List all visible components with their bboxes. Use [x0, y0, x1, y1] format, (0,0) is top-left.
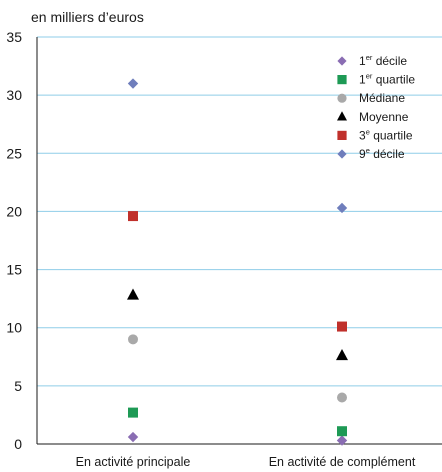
- data-point: [128, 334, 138, 345]
- data-point: [336, 202, 348, 214]
- y-tick-labels: 0 5 10 15 20 25 30 35: [6, 29, 22, 452]
- legend-entry: Médiane: [359, 91, 405, 105]
- data-point: [128, 407, 138, 418]
- legend: 1er décile 1er quartile Médiane Moyenne 3e q…: [337, 53, 415, 161]
- legend-entry: Moyenne: [359, 110, 409, 124]
- data-point: [127, 431, 139, 443]
- data-point: [337, 392, 347, 403]
- legend-marker: [337, 111, 347, 121]
- gridlines: [37, 36, 442, 387]
- x-category-label: En activité de complément: [269, 455, 416, 469]
- y-tick-label: 35: [6, 29, 22, 45]
- data-point: [127, 288, 139, 300]
- y-tick-label: 10: [6, 320, 22, 336]
- y-tick-label: 15: [6, 262, 22, 278]
- legend-marker: [337, 93, 347, 103]
- y-tick-label: 5: [14, 378, 22, 394]
- y-tick-label: 25: [6, 145, 22, 161]
- legend-marker: [337, 130, 347, 140]
- x-category-label: En activité principale: [76, 455, 191, 469]
- data-point: [128, 211, 138, 222]
- y-tick-label: 30: [6, 87, 22, 103]
- y-tick-label: 0: [14, 436, 22, 452]
- legend-marker: [337, 75, 347, 85]
- legend-marker: [337, 56, 347, 66]
- y-tick-label: 20: [6, 203, 22, 219]
- data-point: [337, 321, 347, 332]
- legend-entry: 1er décile: [359, 53, 407, 68]
- data-point: [336, 349, 348, 361]
- legend-marker: [337, 149, 347, 159]
- data-point: [337, 426, 347, 437]
- data-point: [336, 435, 348, 446]
- legend-entry: 3e quartile: [359, 127, 413, 142]
- data-points: [127, 78, 348, 446]
- x-category-labels: En activité principale En activité de com…: [76, 455, 416, 469]
- data-point: [127, 78, 139, 89]
- legend-entry: 1er quartile: [359, 72, 415, 87]
- legend-entry: 9e décile: [359, 146, 405, 161]
- y-unit-label: en milliers d’euros: [31, 9, 144, 25]
